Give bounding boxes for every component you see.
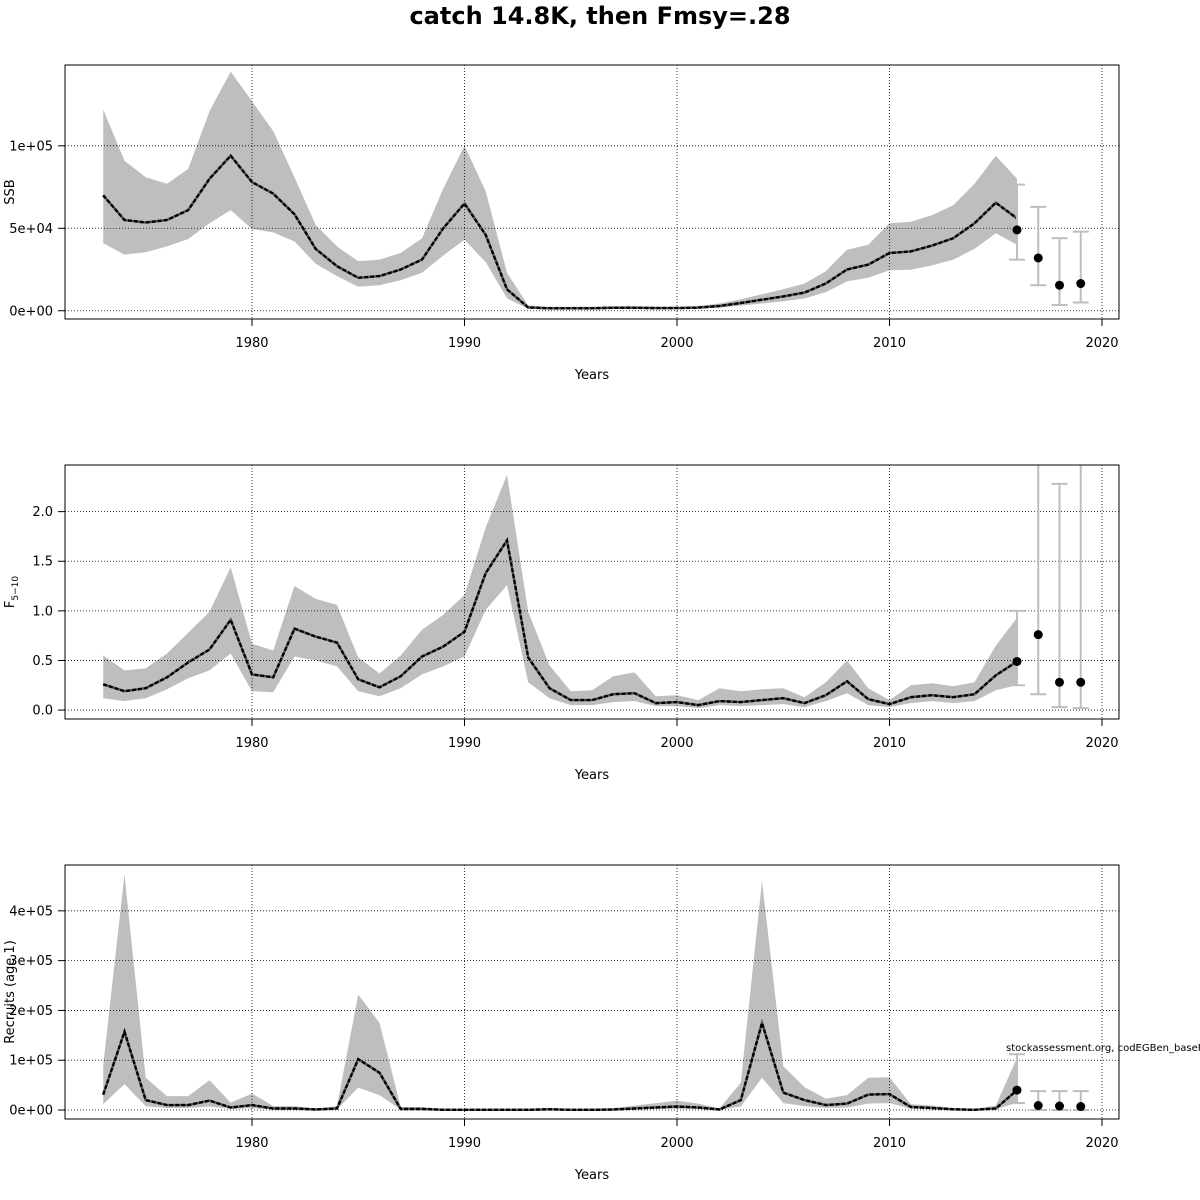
confidence-band: [103, 474, 1017, 709]
y-tick-label: 0e+00: [9, 1104, 53, 1119]
ssb-panel: 1980 1990 2000 2010 2020 0e+00 5e+04 1e+05 Years…: [3, 64, 1120, 383]
x-tick-label: 2000: [660, 1136, 693, 1151]
y-tick-label: 1e+05: [9, 1054, 53, 1069]
x-tick-label: 2020: [1085, 736, 1118, 751]
plot-area: [65, 65, 1119, 319]
y-tick-label: 1.0: [32, 604, 53, 619]
x-axis-label: Years: [574, 368, 610, 383]
x-tick-label: 2010: [873, 1136, 906, 1151]
y-tick-label: 3e+05: [9, 954, 53, 969]
footnote: stockassessment.org, codEGBen_baseF: [1006, 1043, 1200, 1054]
forecast-point: [1076, 1102, 1086, 1112]
y-tick-label: 0.0: [32, 704, 53, 719]
y-tick-label: 5e+04: [9, 222, 53, 237]
plot-frame: [64, 464, 1120, 720]
x-tick-label: 1990: [448, 336, 481, 351]
forecast-point: [1012, 656, 1022, 666]
forecast-point: [1076, 677, 1086, 687]
y-tick-label: 1.5: [32, 555, 53, 570]
x-tick-label: 1990: [448, 736, 481, 751]
y-tick-label: 4e+05: [9, 904, 53, 919]
y-tick-label: 1e+05: [9, 139, 53, 154]
forecast-point: [1012, 1085, 1022, 1095]
fishing-mortality-panel: 1980 1990 2000 2010 2020 0.0 0.5 1.0 1.5 2.0 Years…: [3, 464, 1120, 783]
forecast-point: [1055, 1101, 1064, 1111]
plot-area: [65, 865, 1119, 1119]
plot-frame: [64, 64, 1120, 320]
x-tick-label: 2010: [873, 736, 906, 751]
forecast-point: [1055, 280, 1064, 290]
forecast-point: [1076, 279, 1086, 289]
y-tick-label: 0e+00: [9, 304, 53, 319]
y-axis-label: F5−10: [3, 576, 21, 608]
x-tick-label: 2020: [1085, 1136, 1118, 1151]
forecast-point: [1033, 1101, 1043, 1111]
forecast-point: [1012, 225, 1022, 235]
y-tick-label: 0.5: [32, 654, 53, 669]
x-tick-label: 2000: [660, 736, 693, 751]
y-tick-label: 2e+05: [9, 1004, 53, 1019]
x-tick-label: 2020: [1085, 336, 1118, 351]
confidence-band: [103, 874, 1017, 1110]
plot-frame: [64, 864, 1120, 1120]
x-tick-label: 2010: [873, 336, 906, 351]
confidence-band: [103, 71, 1017, 310]
y-axis-label: Recruits (age 1): [3, 940, 18, 1044]
x-tick-label: 1980: [235, 336, 268, 351]
x-tick-label: 1980: [235, 1136, 268, 1151]
chart-title: catch 14.8K, then Fmsy=.28: [409, 2, 790, 30]
estimate-line-dashed: [102, 153, 1018, 310]
y-axis-label-subscript: 5−10: [11, 576, 21, 601]
y-axis-label: SSB: [3, 179, 18, 204]
x-tick-label: 2000: [660, 336, 693, 351]
forecast-point: [1033, 253, 1043, 263]
estimate-line-dashed: [102, 1018, 1018, 1112]
estimate-line-dashed: [102, 537, 1018, 707]
recruits-panel: 1980 1990 2000 2010 2020 0e+00 1e+05 2e+05 3e+05…: [3, 864, 1120, 1183]
plot-area: [65, 465, 1119, 719]
x-tick-label: 1980: [235, 736, 268, 751]
x-tick-label: 1990: [448, 1136, 481, 1151]
x-axis-label: Years: [574, 1168, 610, 1183]
forecast-point: [1033, 630, 1043, 640]
forecast-point: [1055, 677, 1064, 687]
x-axis-label: Years: [574, 768, 610, 783]
y-tick-label: 2.0: [32, 505, 53, 520]
